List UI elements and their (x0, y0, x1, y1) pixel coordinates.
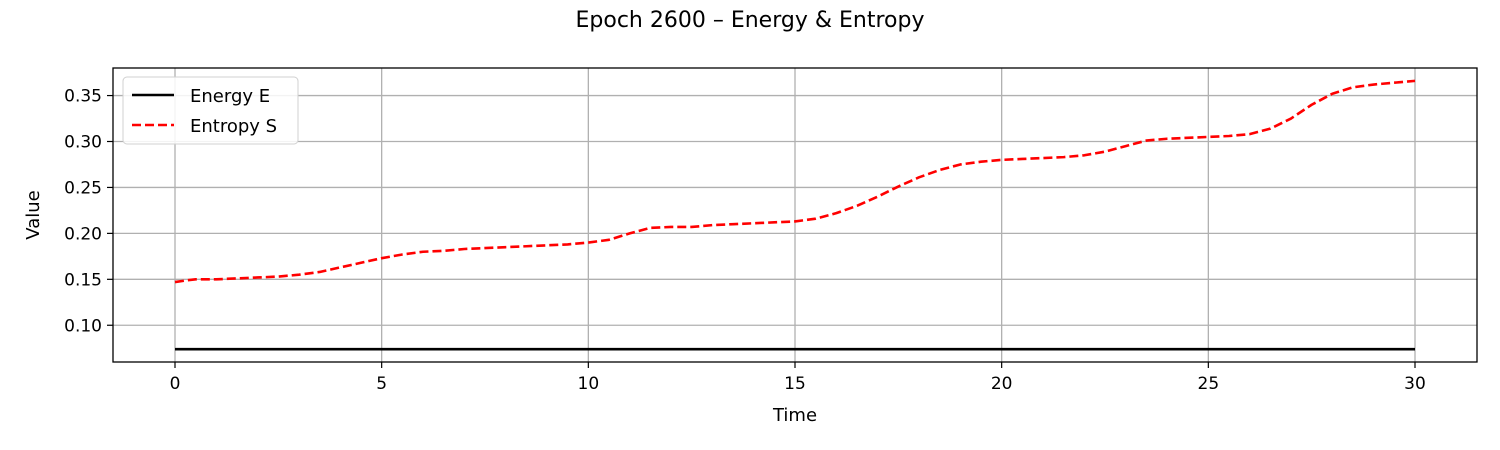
x-tick-label: 30 (1404, 374, 1426, 394)
legend: Energy E Entropy S (122, 76, 299, 145)
x-tick-label: 20 (991, 374, 1013, 394)
series-lines (174, 79, 1416, 351)
y-axis-label: Value (23, 190, 44, 239)
x-tick-label: 25 (1198, 374, 1220, 394)
x-tick-label: 5 (376, 374, 387, 394)
grid (113, 68, 1477, 362)
y-tick-label: 0.35 (64, 87, 102, 107)
x-axis-label: Time (772, 405, 817, 426)
x-tick-label: 0 (170, 374, 181, 394)
series-line-entropy-s (174, 79, 1416, 284)
axis-ticks: 0 5 10 15 20 25 30 0.10 0.15 0.20 0.25 0.30 0.35 (64, 87, 1426, 394)
y-tick-label: 0.20 (64, 224, 102, 244)
x-tick-label: 15 (784, 374, 806, 394)
y-tick-label: 0.10 (64, 316, 102, 336)
legend-label: Entropy S (190, 116, 277, 137)
chart-title: Epoch 2600 – Energy & Entropy (576, 8, 925, 33)
x-tick-label: 10 (578, 374, 600, 394)
legend-label: Energy E (190, 86, 270, 107)
y-tick-label: 0.25 (64, 178, 102, 198)
y-tick-label: 0.30 (64, 133, 102, 153)
y-tick-label: 0.15 (64, 270, 102, 290)
